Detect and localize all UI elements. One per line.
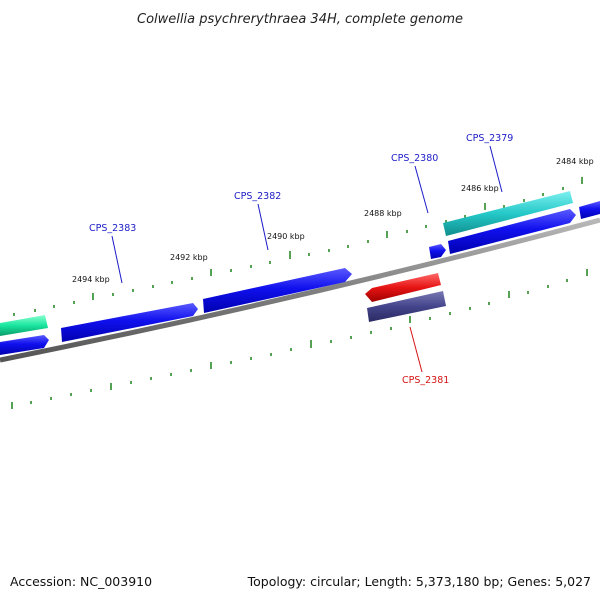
tick-label-2490: 2490 kbp [267, 232, 305, 241]
gene-arrow-cps-2381 [365, 273, 441, 302]
leader-cps-2381 [409, 326, 423, 373]
leader-cps-2379 [489, 145, 503, 193]
reverse-strand-features [365, 273, 446, 322]
rna-block-cps-2379 [443, 191, 573, 236]
gene-label-cps-2379: CPS_2379 [466, 133, 513, 144]
gene-arrow-cps-2383 [61, 303, 198, 342]
accession-text: Accession: NC_003910 [10, 574, 153, 589]
tick-label-2484: 2484 kbp [556, 157, 594, 166]
genome-backbone [0, 217, 600, 363]
lower-tick-row [11, 269, 588, 409]
tick-label-2492: 2492 kbp [170, 253, 208, 262]
rna-block-left [0, 315, 48, 336]
upper-tick-row [13, 177, 583, 316]
gene-arrow-cps-2382 [203, 268, 352, 313]
rna-features [0, 191, 573, 336]
genome-summary-text: Topology: circular; Length: 5,373,180 bp… [247, 574, 591, 589]
tick-label-2486: 2486 kbp [461, 184, 499, 193]
gene-block-cps-2381-lower [367, 291, 446, 322]
forward-strand-features [0, 201, 600, 355]
gene-label-cps-2381: CPS_2381 [402, 375, 449, 386]
tick-label-2494: 2494 kbp [72, 275, 110, 284]
tick-label-2488: 2488 kbp [364, 209, 402, 218]
map-title: Colwellia psychrerythraea 34H, complete … [137, 12, 463, 27]
gene-arrow-next-right [579, 201, 600, 219]
gene-label-cps-2380: CPS_2380 [391, 153, 438, 164]
gene-arrow-cps-2383-left [0, 335, 49, 355]
label-leader-lines [111, 145, 503, 373]
leader-cps-2382 [257, 203, 269, 251]
gene-arrow-cps-2379 [448, 209, 576, 254]
gene-label-cps-2383: CPS_2383 [89, 223, 136, 234]
gene-label-cps-2382: CPS_2382 [234, 191, 281, 202]
leader-cps-2380 [414, 165, 429, 214]
gene-arrow-cps-2380 [429, 244, 446, 259]
leader-cps-2383 [111, 235, 123, 284]
